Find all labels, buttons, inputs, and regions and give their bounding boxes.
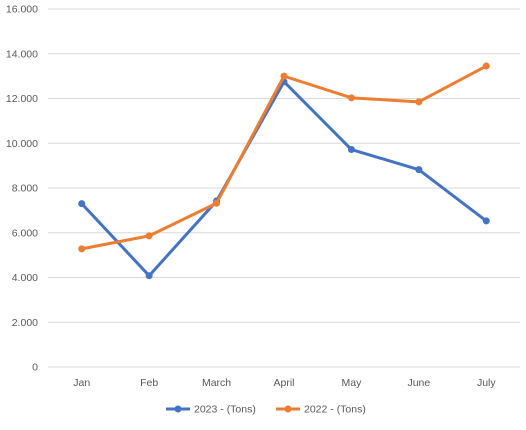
y-tick-label: 6.000 xyxy=(12,227,38,239)
y-tick-label: 4.000 xyxy=(12,272,38,284)
data-point xyxy=(78,200,86,208)
data-point xyxy=(482,217,490,225)
x-tick-label: April xyxy=(273,377,294,389)
x-tick-label: May xyxy=(342,377,363,389)
x-tick-label: July xyxy=(477,377,496,389)
y-tick-label: 16.000 xyxy=(6,4,38,16)
legend-item: 2023 - (Tons) xyxy=(166,404,256,416)
legend-swatch-marker xyxy=(174,405,182,413)
y-tick-label: 2.000 xyxy=(12,317,38,329)
data-point xyxy=(347,94,355,102)
y-tick-label: 0 xyxy=(32,362,38,374)
legend-swatch-marker xyxy=(284,405,292,413)
legend: 2023 - (Tons) 2022 - (Tons) xyxy=(166,404,366,416)
series-line xyxy=(80,80,488,278)
y-tick-label: 10.000 xyxy=(6,138,38,150)
data-point xyxy=(145,232,153,240)
y-tick-label: 14.000 xyxy=(6,48,38,60)
x-axis-tick-labels: Jan Feb March April May June July xyxy=(73,377,496,389)
series-1 xyxy=(78,78,490,280)
data-point xyxy=(213,199,221,207)
data-point xyxy=(415,98,423,106)
legend-item: 2022 - (Tons) xyxy=(276,404,366,416)
x-tick-label: March xyxy=(202,377,231,389)
data-point xyxy=(280,72,288,80)
data-point xyxy=(415,166,423,174)
data-point xyxy=(347,146,355,154)
y-tick-label: 12.000 xyxy=(6,93,38,105)
legend-label: 2022 - (Tons) xyxy=(304,404,366,416)
series-lines xyxy=(78,62,490,280)
series-line xyxy=(80,64,488,251)
data-point xyxy=(78,245,86,253)
y-axis-tick-labels: 0 2.000 4.000 6.000 8.000 10.000 12.000 14.000 1… xyxy=(6,4,38,374)
data-point xyxy=(145,272,153,280)
x-tick-label: June xyxy=(407,377,430,389)
y-tick-label: 8.000 xyxy=(12,183,38,195)
series-2 xyxy=(78,62,490,253)
gridlines xyxy=(48,8,520,368)
legend-label: 2023 - (Tons) xyxy=(194,404,256,416)
x-tick-label: Jan xyxy=(73,377,90,389)
x-tick-label: Feb xyxy=(140,377,158,389)
data-point xyxy=(482,62,490,70)
